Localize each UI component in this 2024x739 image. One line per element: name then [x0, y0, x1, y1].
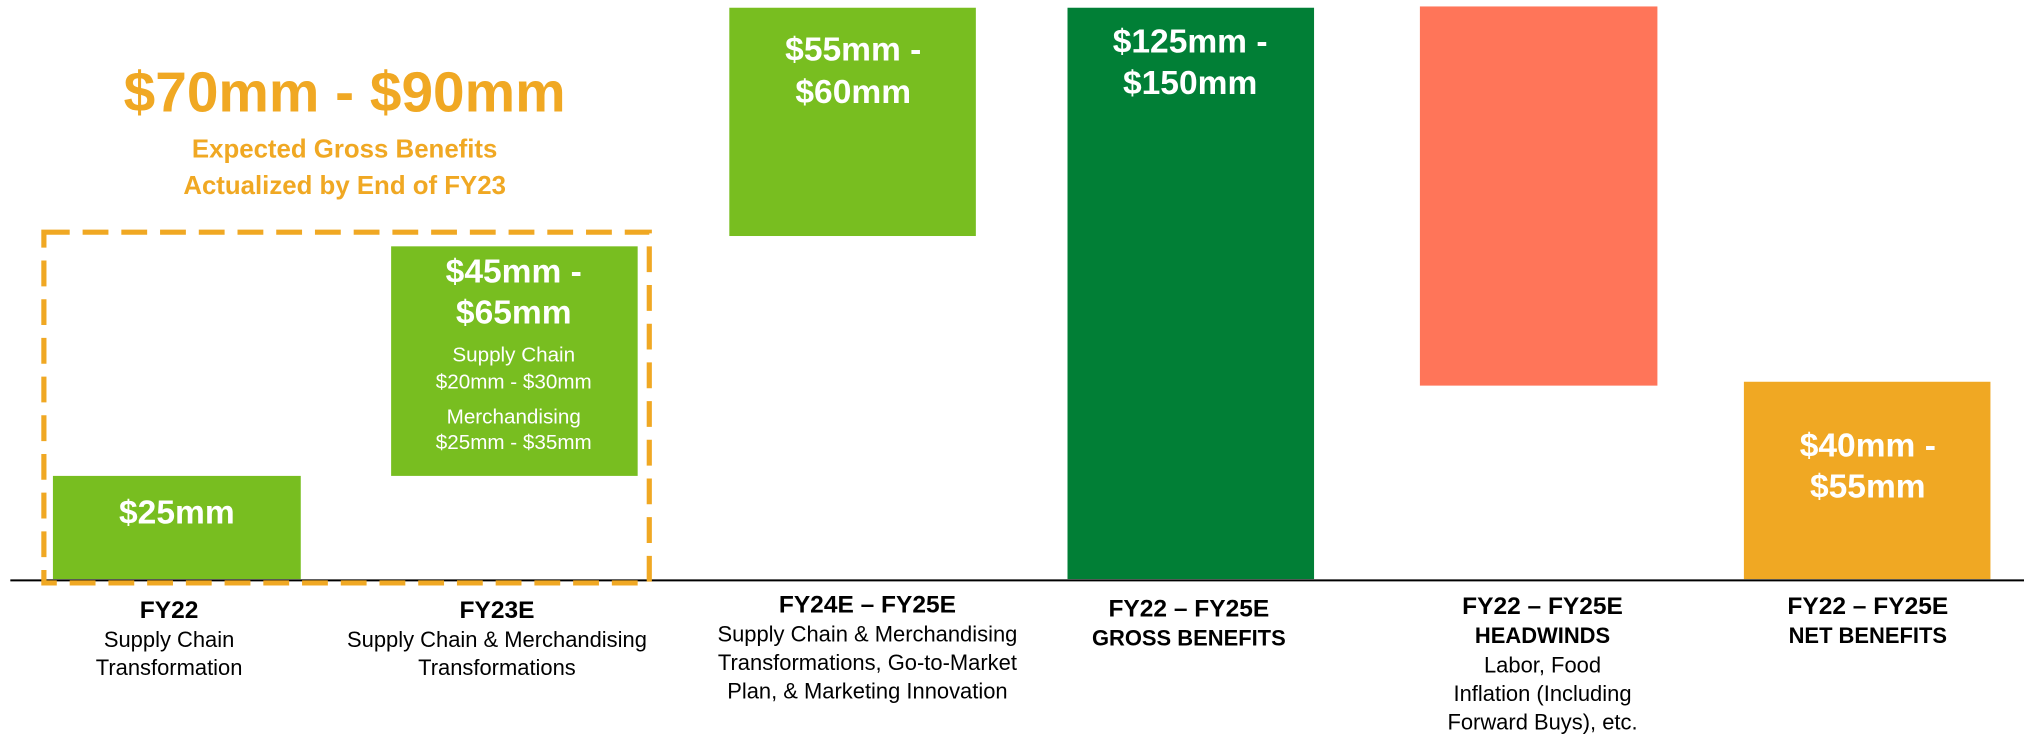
header-subtitle: Actualized by End of FY23 — [183, 172, 506, 200]
bar-label: $150mm — [1123, 65, 1257, 102]
bar — [52, 475, 301, 580]
category-description: Supply Chain & Merchandising — [347, 627, 647, 652]
bar-label: $45mm - — [446, 253, 582, 290]
category-title: GROSS BENEFITS — [1092, 625, 1286, 650]
header-title: $70mm - $90mm — [124, 62, 566, 125]
bar-label: $25mm — [119, 494, 235, 531]
bar-detail: $20mm - $30mm — [436, 371, 592, 394]
category-description: Transformations — [418, 655, 576, 680]
category-description: Inflation (Including — [1454, 681, 1632, 706]
bar-label: $55mm — [1810, 469, 1926, 506]
category-title: FY23E — [459, 597, 534, 624]
category-title: FY24E – FY25E — [779, 592, 956, 619]
category-title: HEADWINDS — [1475, 623, 1610, 648]
bar — [1067, 7, 1315, 580]
bar — [1419, 6, 1658, 386]
dashed-box — [41, 229, 652, 586]
category-title: FY22 – FY25E — [1108, 596, 1269, 623]
category-description: Plan, & Marketing Innovation — [727, 678, 1007, 703]
category-title: FY22 — [140, 597, 199, 624]
bar-label: $60mm — [795, 74, 911, 111]
category-description: Forward Buys), etc. — [1447, 709, 1637, 734]
bar-detail: Supply Chain — [452, 343, 575, 366]
category-title: FY22 – FY25E — [1787, 593, 1948, 620]
bar — [1743, 381, 1991, 580]
bar-label: $65mm — [456, 295, 572, 332]
category-description: Supply Chain & Merchandising — [717, 622, 1017, 647]
header-subtitle: Expected Gross Benefits — [192, 136, 498, 164]
category-description: Labor, Food — [1484, 653, 1601, 678]
labels: $25mm $45mm - $65mm Supply Chain $20mm - $30… — [96, 24, 1948, 735]
bar-label: $55mm - — [785, 31, 921, 68]
category-description: Transformation — [96, 655, 243, 680]
bar-detail: $25mm - $35mm — [436, 431, 592, 454]
bar-label: $40mm - — [1800, 427, 1936, 464]
category-title: NET BENEFITS — [1789, 623, 1947, 648]
bar-detail: Merchandising — [447, 405, 581, 428]
category-description: Transformations, Go-to-Market — [718, 650, 1017, 675]
bar — [729, 7, 976, 237]
category-title: FY22 – FY25E — [1462, 593, 1623, 620]
category-description: Supply Chain — [104, 627, 234, 652]
bar — [391, 246, 638, 476]
bar-label: $125mm - — [1113, 24, 1268, 61]
